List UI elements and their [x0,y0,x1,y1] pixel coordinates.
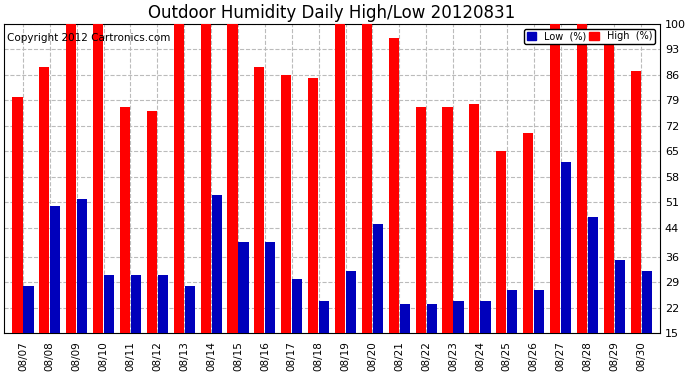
Bar [400,304,410,333]
Bar [604,42,614,333]
Bar [147,111,157,333]
Bar [335,24,345,333]
Bar [426,304,437,333]
Bar [254,68,264,333]
Bar [212,195,221,333]
Bar [281,75,291,333]
Bar [12,97,23,333]
Bar [561,162,571,333]
Bar [346,272,356,333]
Bar [507,290,518,333]
Bar [265,242,275,333]
Bar [523,133,533,333]
Bar [588,217,598,333]
Bar [577,24,587,333]
Bar [174,24,184,333]
Bar [615,261,625,333]
Bar [77,198,88,333]
Bar [50,206,61,333]
Text: Copyright 2012 Cartronics.com: Copyright 2012 Cartronics.com [8,33,171,43]
Bar [534,290,544,333]
Bar [496,151,506,333]
Bar [23,286,34,333]
Bar [319,300,329,333]
Bar [292,279,302,333]
Bar [131,275,141,333]
Bar [631,71,641,333]
Bar [120,108,130,333]
Bar [239,242,248,333]
Legend: Low  (%), High  (%): Low (%), High (%) [524,28,655,44]
Bar [388,38,399,333]
Bar [39,68,50,333]
Bar [415,108,426,333]
Bar [308,78,318,333]
Title: Outdoor Humidity Daily High/Low 20120831: Outdoor Humidity Daily High/Low 20120831 [148,4,515,22]
Bar [480,300,491,333]
Bar [453,300,464,333]
Bar [469,104,480,333]
Bar [550,24,560,333]
Bar [362,24,372,333]
Bar [373,224,383,333]
Bar [93,24,104,333]
Bar [104,275,115,333]
Bar [228,24,237,333]
Bar [66,24,77,333]
Bar [201,24,210,333]
Bar [158,275,168,333]
Bar [642,272,652,333]
Bar [185,286,195,333]
Bar [442,108,453,333]
